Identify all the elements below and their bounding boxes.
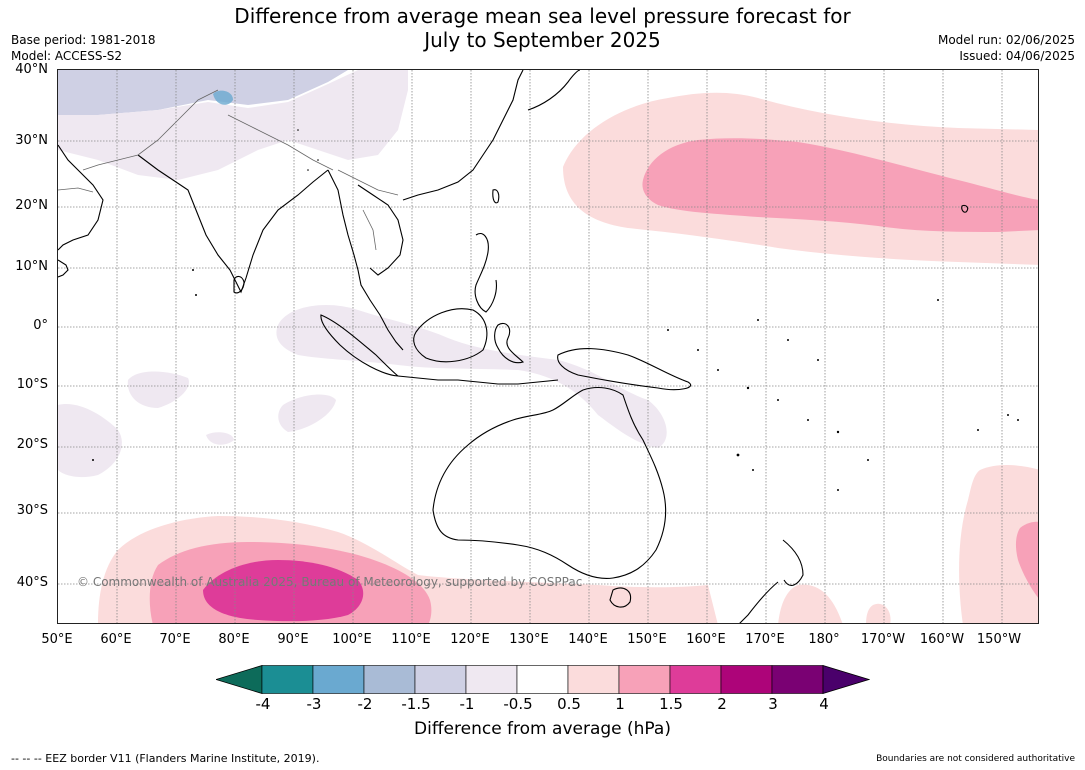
- copyright-notice: © Commonwealth of Australia 2025, Bureau…: [77, 575, 583, 589]
- colorbar-arrow-low: [216, 665, 263, 694]
- colorbar-segment: [516, 665, 569, 694]
- lon-label-70e: 70°E: [159, 632, 191, 647]
- lon-label-150w: 150°W: [976, 632, 1022, 647]
- colorbar-segment: [720, 665, 773, 694]
- lon-label-160w: 160°W: [919, 632, 965, 647]
- lon-label-80e: 80°E: [218, 632, 250, 647]
- anomaly-shading: [58, 70, 1038, 623]
- meta-right: Model run: 02/06/2025 Issued: 04/06/2025: [938, 32, 1075, 64]
- model-name: Model: ACCESS-S2: [11, 49, 123, 63]
- pacific-islands: [92, 129, 1019, 491]
- colorbar-segment: [567, 665, 620, 694]
- lon-label-130e: 130°E: [509, 632, 549, 647]
- colorbar-segment: [261, 665, 314, 694]
- lat-label-10s: 10°S: [16, 377, 48, 392]
- colorbar-tick-10: 2: [717, 695, 727, 713]
- lon-label-140e: 140°E: [568, 632, 608, 647]
- colorbar-segment: [414, 665, 467, 694]
- colorbar-tick-12: 4: [819, 695, 829, 713]
- lon-label-170w: 170°W: [860, 632, 906, 647]
- issued-date: Issued: 04/06/2025: [959, 49, 1075, 63]
- base-period: Base period: 1981-2018: [11, 33, 156, 47]
- colorbar-arrow-high: [822, 665, 870, 694]
- lon-label-90e: 90°E: [277, 632, 309, 647]
- title-line-1: Difference from average mean sea level p…: [234, 4, 851, 28]
- colorbar: [216, 665, 870, 694]
- eez-border-note: -- -- -- EEZ border V11 (Flanders Marine…: [11, 752, 320, 765]
- colorbar-tick-5: -1: [459, 695, 475, 713]
- colorbar-tick-8: 1: [615, 695, 625, 713]
- lat-label-0: 0°: [33, 318, 48, 333]
- colorbar-tick-7: 0.5: [557, 695, 581, 713]
- colorbar-tick-1: -4: [255, 695, 271, 713]
- colorbar-tick-9: 1.5: [659, 695, 683, 713]
- lon-label-60e: 60°E: [100, 632, 132, 647]
- lon-label-50e: 50°E: [41, 632, 73, 647]
- lat-label-20n: 20°N: [15, 198, 48, 213]
- colorbar-tick-11: 3: [768, 695, 778, 713]
- lon-label-170e: 170°E: [745, 632, 785, 647]
- lat-label-40s: 40°S: [16, 575, 48, 590]
- model-run: Model run: 02/06/2025: [937, 33, 1075, 47]
- colorbar-label: Difference from average (hPa): [414, 719, 671, 739]
- lon-label-100e: 100°E: [332, 632, 372, 647]
- colorbar-tick-4: -1.5: [401, 695, 431, 713]
- lon-label-120e: 120°E: [450, 632, 490, 647]
- colorbar-tick-2: -3: [306, 695, 322, 713]
- lat-label-20s: 20°S: [16, 437, 48, 452]
- lon-label-150e: 150°E: [627, 632, 667, 647]
- colorbar-segments: [216, 665, 870, 694]
- country-borders: [58, 89, 399, 251]
- colorbar-segment: [312, 665, 365, 694]
- meta-left: Base period: 1981-2018 Model: ACCESS-S2: [11, 32, 156, 64]
- graticule: [58, 70, 1038, 623]
- map-canvas: [58, 70, 1038, 623]
- lat-label-40n: 40°N: [15, 62, 48, 77]
- lon-label-160e: 160°E: [686, 632, 726, 647]
- boundaries-disclaimer: Boundaries are not considered authoritat…: [876, 754, 1075, 764]
- colorbar-segment: [363, 665, 416, 694]
- title-line-2: July to September 2025: [424, 28, 661, 52]
- lon-label-180: 180°: [808, 632, 840, 647]
- lon-label-110e: 110°E: [391, 632, 431, 647]
- map-title: Difference from average mean sea level p…: [0, 4, 1085, 52]
- colorbar-segment: [669, 665, 722, 694]
- colorbar-segment: [465, 665, 518, 694]
- colorbar-tick-3: -2: [357, 695, 373, 713]
- pressure-anomaly-map: [57, 69, 1039, 624]
- lat-label-30n: 30°N: [15, 133, 48, 148]
- coastlines: [58, 70, 969, 623]
- lat-label-30s: 30°S: [16, 503, 48, 518]
- lat-label-10n: 10°N: [15, 259, 48, 274]
- colorbar-segment: [618, 665, 671, 694]
- colorbar-tick-6: -0.5: [503, 695, 533, 713]
- colorbar-segment: [771, 665, 824, 694]
